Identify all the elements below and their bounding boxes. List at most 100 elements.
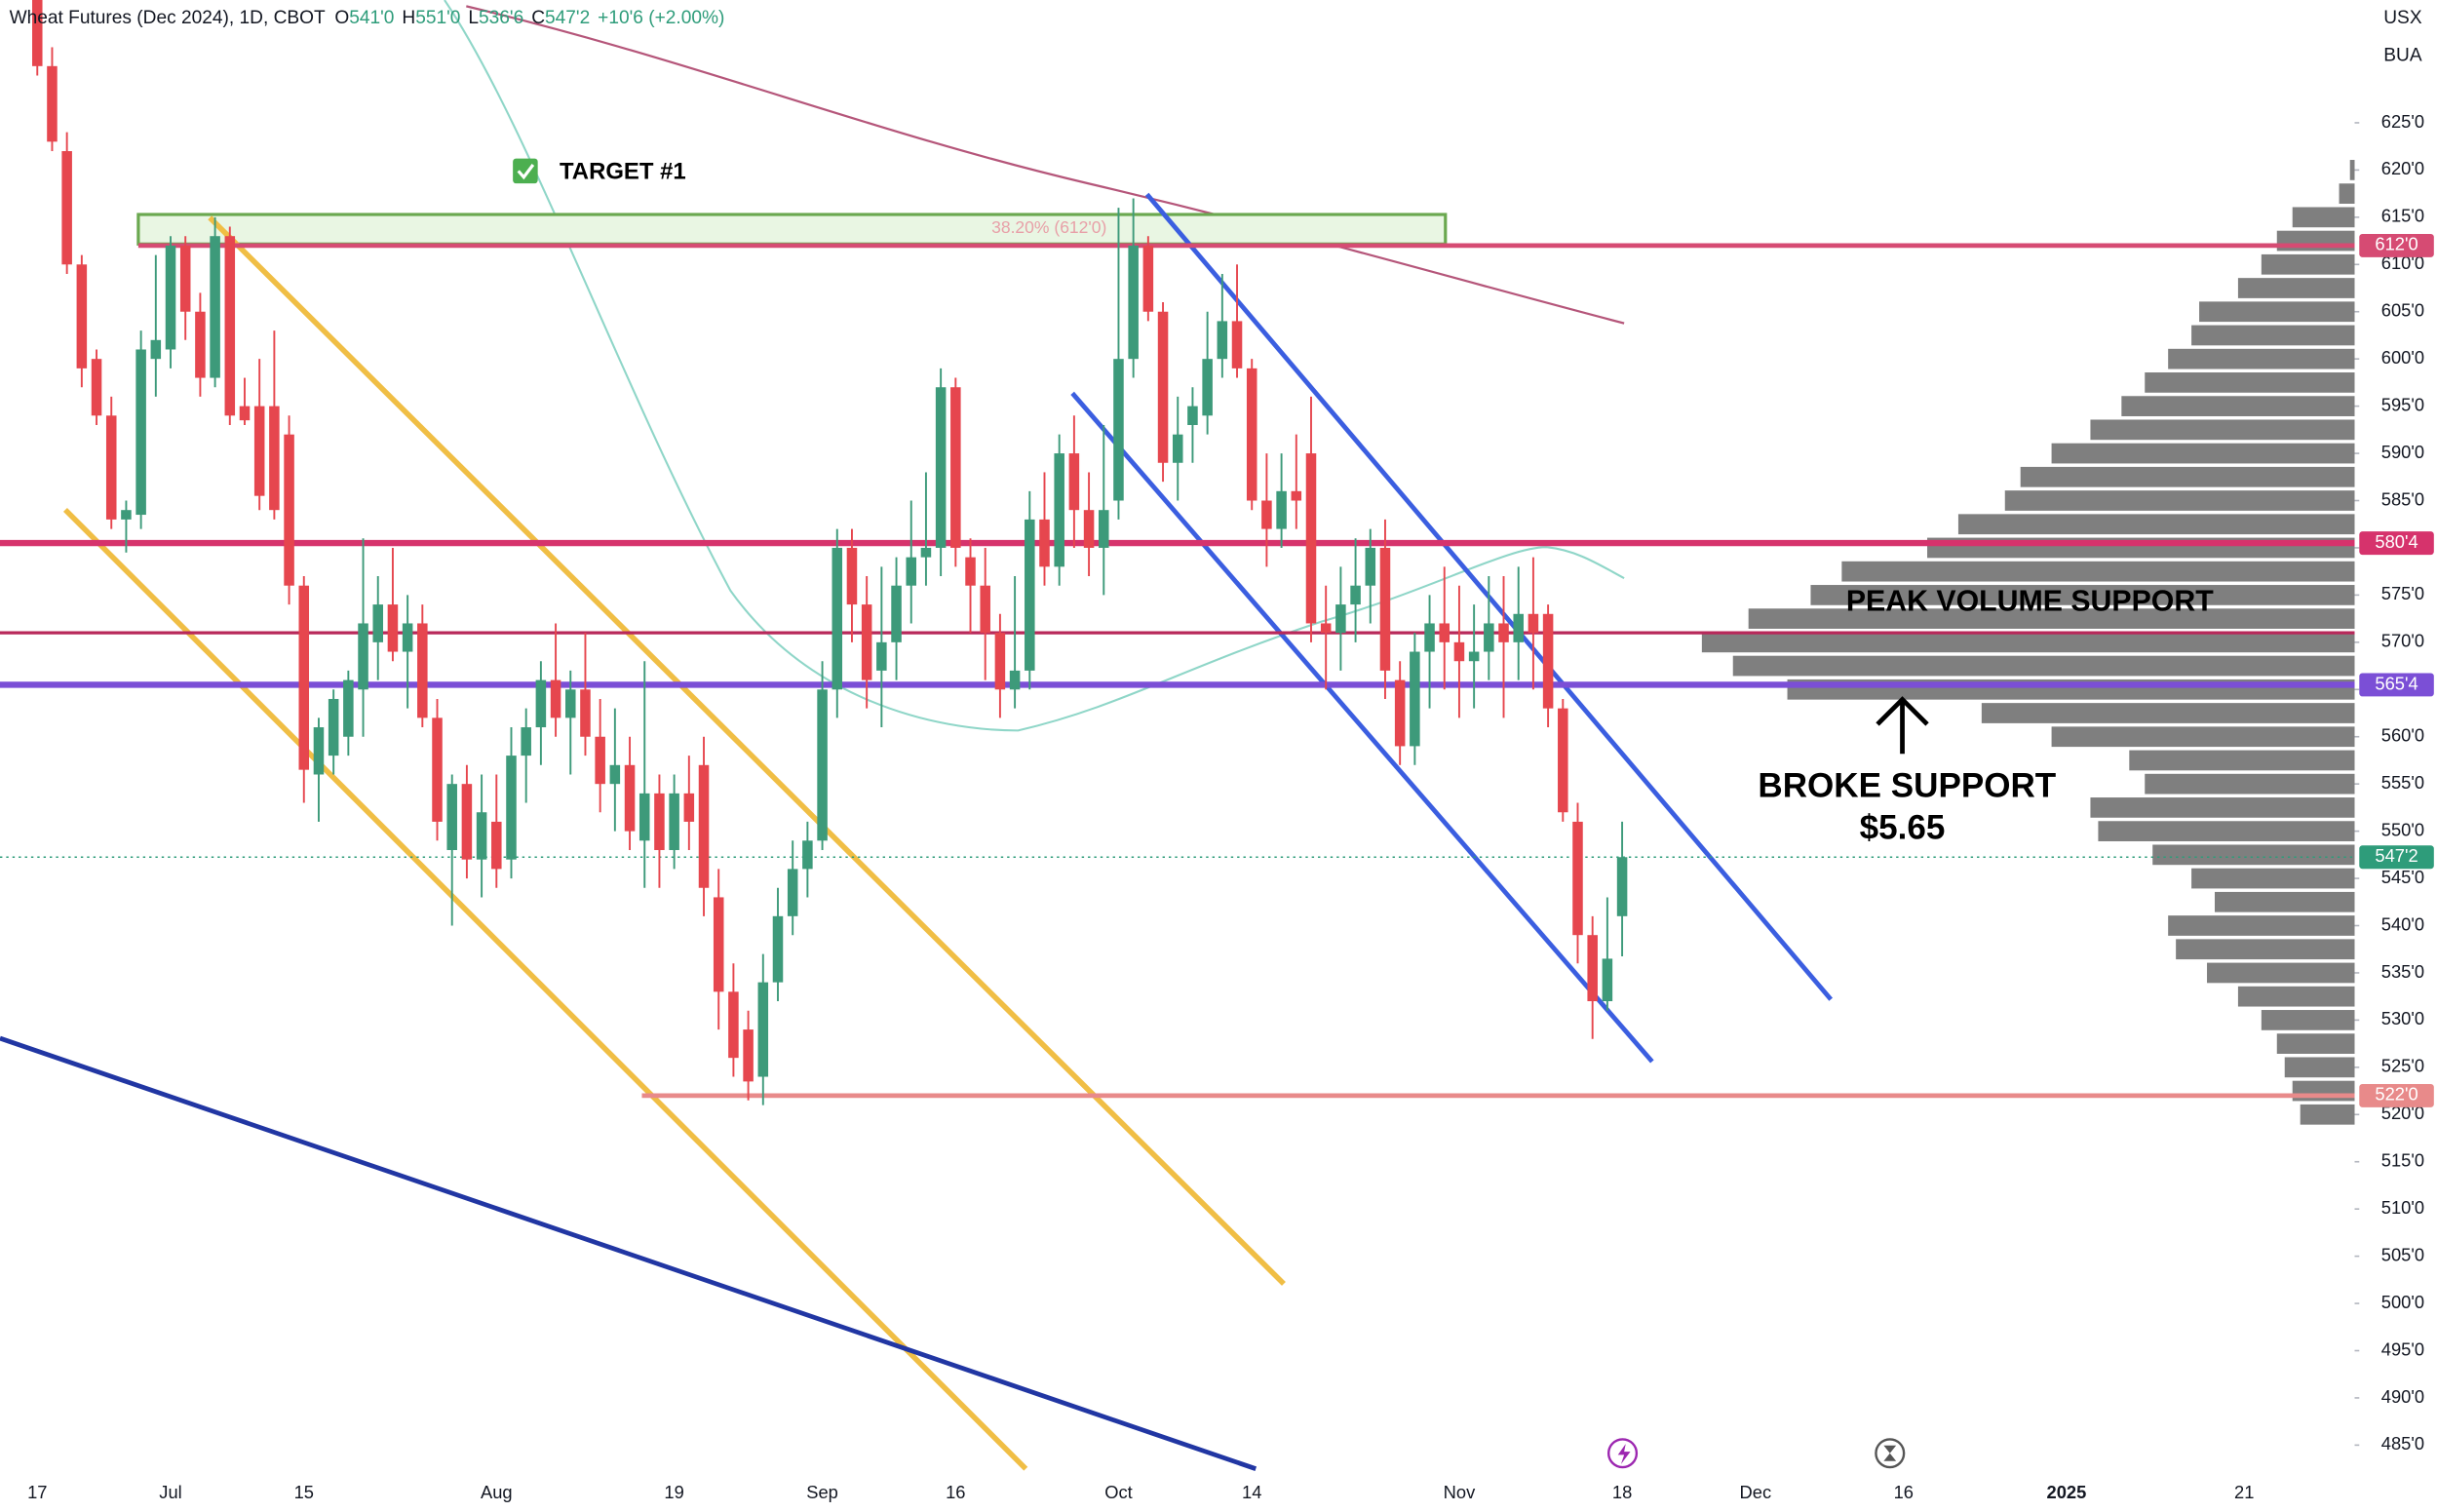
candle-body: [654, 793, 665, 850]
axis-unit[interactable]: USX: [2383, 8, 2422, 28]
y-tick-label: 595'0: [2381, 394, 2424, 414]
ohlc-value: 536'6: [479, 8, 523, 28]
candle-body: [506, 756, 517, 860]
x-tick-label: Nov: [1444, 1482, 1476, 1502]
candle-body: [876, 641, 887, 671]
candle-body: [638, 793, 650, 841]
candle-body: [91, 359, 102, 416]
candle-body: [817, 689, 828, 841]
candle-body: [1128, 245, 1139, 360]
candle-body: [1142, 245, 1154, 312]
volume-bar: [1981, 703, 2355, 723]
price-label: 580'4: [2375, 531, 2418, 552]
candle-body: [1528, 613, 1539, 634]
volume-bar: [2152, 844, 2355, 866]
candle-body: [343, 679, 354, 737]
candle-body: [1498, 623, 1509, 642]
y-tick-label: 510'0: [2381, 1197, 2424, 1218]
candle-body: [861, 604, 872, 680]
candle-body: [1068, 453, 1080, 511]
y-tick-label: 545'0: [2381, 867, 2424, 887]
candle-body: [1039, 519, 1050, 567]
volume-bar: [2207, 962, 2355, 984]
volume-bar: [2145, 773, 2355, 795]
candle-body: [1468, 651, 1480, 662]
volume-bar: [1701, 632, 2355, 653]
symbol: Wheat Futures (Dec 2024), 1D, CBOT: [10, 8, 326, 28]
candle-body: [1320, 623, 1332, 634]
candle-body: [224, 236, 236, 416]
ohlc-key: H: [402, 8, 415, 28]
price-label-box: [2359, 233, 2434, 257]
candle-body: [1484, 623, 1494, 652]
candle-body: [135, 349, 146, 516]
fib-zone: [136, 213, 1448, 246]
volume-bar: [2121, 396, 2355, 416]
candle-body: [446, 784, 457, 850]
candle-body: [253, 406, 265, 496]
x-tick-label: Aug: [481, 1482, 513, 1502]
event-icon-bolt: [1617, 1444, 1631, 1464]
candle-body: [1379, 547, 1391, 671]
y-tick-label: 585'0: [2381, 488, 2424, 509]
event-icon[interactable]: [1875, 1438, 1906, 1469]
candle-body: [76, 264, 88, 368]
volume-bar: [2237, 278, 2355, 298]
candle-body: [1410, 651, 1420, 747]
candle-body: [521, 727, 531, 756]
x-tick-label: 14: [1242, 1482, 1261, 1502]
price-label-box: [2359, 1083, 2434, 1107]
candle-body: [1365, 547, 1376, 586]
volume-bar: [2292, 1080, 2355, 1102]
y-tick-label: 610'0: [2381, 252, 2424, 273]
volume-bar: [1732, 655, 2355, 677]
checkbox: [513, 158, 538, 184]
axis-unit[interactable]: BUA: [2383, 45, 2422, 65]
candle-body: [1157, 311, 1169, 463]
y-tick-label: 525'0: [2381, 1056, 2424, 1076]
ohlc-key: O: [334, 8, 349, 28]
axes: 485'0 490'0 495'0 500'0 505'0 510'0 515'0 520'0…: [27, 111, 2434, 1502]
x-tick-label: Sep: [806, 1482, 838, 1502]
candle-body: [580, 689, 591, 737]
candle-body: [1099, 510, 1109, 548]
candle-body: [1025, 519, 1035, 671]
y-tick-label: 590'0: [2381, 442, 2424, 462]
y-tick-label: 615'0: [2381, 206, 2424, 226]
y-tick-label: 495'0: [2381, 1338, 2424, 1359]
event-icon[interactable]: [1606, 1438, 1639, 1469]
volume-bar: [1841, 561, 2355, 582]
candle-body: [165, 245, 176, 350]
candle-body: [1439, 623, 1451, 642]
annotations: TARGET #1 38.20% (612'0) PEAK VOLUME SUP…: [513, 158, 2214, 1469]
price-label: 565'4: [2375, 673, 2418, 693]
annotation-broke-support: BROKE SUPPORT: [1758, 767, 2056, 805]
x-tick-label: 17: [27, 1482, 47, 1502]
y-tick-label: 605'0: [2381, 300, 2424, 321]
volume-bar: [2237, 986, 2355, 1007]
volume-bar: [2284, 1057, 2355, 1078]
candle-body: [1453, 641, 1465, 662]
y-tick-label: 600'0: [2381, 347, 2424, 368]
y-tick-label: 515'0: [2381, 1150, 2424, 1171]
volume-bar: [2199, 301, 2355, 323]
change: +10'6 (+2.00%): [598, 8, 724, 28]
candle-body: [1187, 406, 1198, 425]
ohlc-key: C: [531, 8, 545, 28]
candle-body: [417, 623, 428, 718]
candle-body: [624, 764, 636, 832]
candle-body: [1172, 434, 1183, 463]
x-tick-label: 19: [664, 1482, 683, 1502]
y-tick-label: 505'0: [2381, 1244, 2424, 1264]
candle-body: [1513, 613, 1524, 642]
candle-body: [150, 339, 162, 360]
candle-body: [728, 991, 739, 1059]
candle-body: [1394, 679, 1406, 747]
candle-body: [239, 406, 251, 421]
candle-body: [1231, 321, 1243, 368]
candle-body: [1572, 821, 1583, 936]
volume-bar: [2168, 915, 2355, 936]
candle-body: [965, 557, 976, 586]
